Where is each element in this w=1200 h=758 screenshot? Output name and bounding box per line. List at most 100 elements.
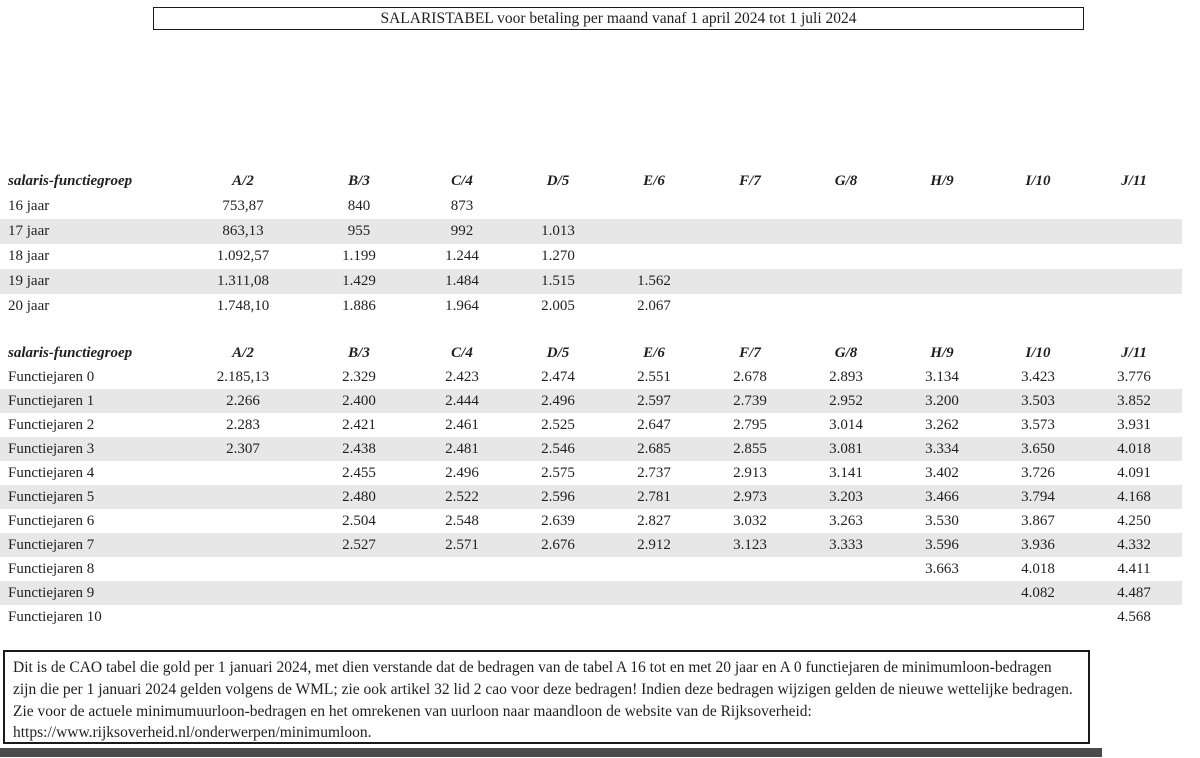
salary-cell [990,219,1086,244]
table-header-functiejaren: salaris-functiegroep A/2 B/3 C/4 D/5 E/6 F/7 G/… [0,341,1182,365]
salary-cell [182,461,304,485]
table-row: Functiejaren 9 4.082 4.487 [0,581,1182,605]
column-header: F/7 [739,172,761,189]
salary-cell: 2.496 [445,464,479,481]
salary-cell: 2.504 [342,512,376,529]
salary-cell [894,294,990,319]
salary-cell: 1.886 [342,298,376,314]
salary-cell: 2.548 [445,512,479,529]
salary-cell [702,581,798,605]
salary-cell: 2.795 [733,416,767,433]
column-header: E/6 [643,172,665,189]
salary-cell [510,605,606,629]
salary-cell: 2.525 [541,416,575,433]
salary-cell: 1.429 [342,273,376,289]
document-title: SALARISTABEL voor betaling per maand van… [380,9,857,27]
table-row: Functiejaren 1 2.266 2.400 2.444 2.496 2.597 2… [0,389,1182,413]
salary-cell [1086,294,1182,319]
row-label: Functiejaren 0 [8,368,95,385]
header-row: salaris-functiegroep A/2 B/3 C/4 D/5 E/6 F/7 G/… [0,341,1182,365]
column-header: B/3 [348,172,370,189]
table-row: Functiejaren 7 2.527 2.571 2.676 2.912 3.123 3… [0,533,1182,557]
table-row: Functiejaren 3 2.307 2.438 2.481 2.546 2.685 2… [0,437,1182,461]
salary-cell: 3.530 [925,512,959,529]
salary-table-ages: salaris-functiegroep A/2 B/3 C/4 D/5 E/6 F/7 G/… [0,168,1182,319]
salary-cell: 2.571 [445,536,479,553]
salary-cell: 2.737 [637,464,671,481]
salary-cell: 3.263 [829,512,863,529]
salary-cell: 955 [347,223,371,239]
row-label: Functiejaren 9 [8,584,95,601]
salary-cell [894,605,990,629]
column-header-functiegroep: salaris-functiegroep [8,344,133,361]
title-box: SALARISTABEL voor betaling per maand van… [153,7,1084,30]
salary-cell: 863,13 [222,223,264,239]
salary-cell: 3.334 [925,440,959,457]
salary-cell: 3.852 [1117,392,1151,409]
salary-cell: 3.081 [829,440,863,457]
salary-cell: 873 [450,198,474,214]
salary-cell [510,581,606,605]
salary-cell [1086,194,1182,219]
row-label: 17 jaar [8,223,50,239]
salary-cell: 3.663 [925,560,959,577]
salary-cell [990,605,1086,629]
salary-cell: 2.781 [637,488,671,505]
table-row: 19 jaar 1.311,08 1.429 1.484 1.515 1.562 [0,269,1182,294]
salary-cell: 2.639 [541,512,575,529]
salary-cell [894,219,990,244]
salary-cell: 3.776 [1117,368,1151,385]
salary-cell [894,269,990,294]
salary-cell [702,294,798,319]
salary-cell: 3.200 [925,392,959,409]
column-header: C/4 [451,172,473,189]
salary-cell: 1.270 [541,248,575,264]
column-header: H/9 [930,172,954,189]
column-header: I/10 [1025,172,1051,189]
row-label: Functiejaren 6 [8,512,95,529]
salary-cell: 3.650 [1021,440,1055,457]
column-header-functiegroep: salaris-functiegroep [8,172,133,189]
footer-note-text: Dit is de CAO tabel die gold per 1 janua… [13,659,1073,742]
salary-cell: 3.936 [1021,536,1055,553]
row-label: Functiejaren 2 [8,416,95,433]
salary-cell [702,244,798,269]
salary-cell [702,194,798,219]
table-row: Functiejaren 2 2.283 2.421 2.461 2.525 2.647 2… [0,413,1182,437]
salary-cell: 2.481 [445,440,479,457]
salary-cell: 2.596 [541,488,575,505]
salary-cell [894,194,990,219]
column-header: J/11 [1121,344,1147,361]
salary-cell: 3.333 [829,536,863,553]
salary-cell [702,557,798,581]
salary-cell: 2.912 [637,536,671,553]
table-row: 18 jaar 1.092,57 1.199 1.244 1.270 [0,244,1182,269]
table-body-functiejaren: Functiejaren 0 2.185,13 2.329 2.423 2.474 2.5… [0,365,1182,629]
column-header: D/5 [546,344,570,361]
page-edge-bar [0,748,1102,757]
salary-cell: 3.596 [925,536,959,553]
row-label: 19 jaar [8,273,50,289]
salary-cell: 2.455 [342,464,376,481]
salary-cell: 3.262 [925,416,959,433]
table-row: Functiejaren 0 2.185,13 2.329 2.423 2.474 2.5… [0,365,1182,389]
salary-cell: 1.199 [342,248,376,264]
row-label: 16 jaar [8,198,50,214]
salary-cell [606,557,702,581]
column-header: F/7 [739,344,761,361]
header-row: salaris-functiegroep A/2 B/3 C/4 D/5 E/6 F/7 G/… [0,168,1182,194]
salary-cell [798,605,894,629]
salary-cell: 2.827 [637,512,671,529]
salary-cell [606,605,702,629]
column-header: G/8 [834,344,858,361]
salary-cell: 3.867 [1021,512,1055,529]
salary-cell: 3.123 [733,536,767,553]
salary-cell: 2.739 [733,392,767,409]
salary-cell: 3.466 [925,488,959,505]
salary-cell: 2.973 [733,488,767,505]
salary-cell: 4.018 [1117,440,1151,457]
column-header: B/3 [348,344,370,361]
salary-cell: 3.573 [1021,416,1055,433]
salary-cell [1086,244,1182,269]
salary-cell: 2.307 [226,440,260,457]
